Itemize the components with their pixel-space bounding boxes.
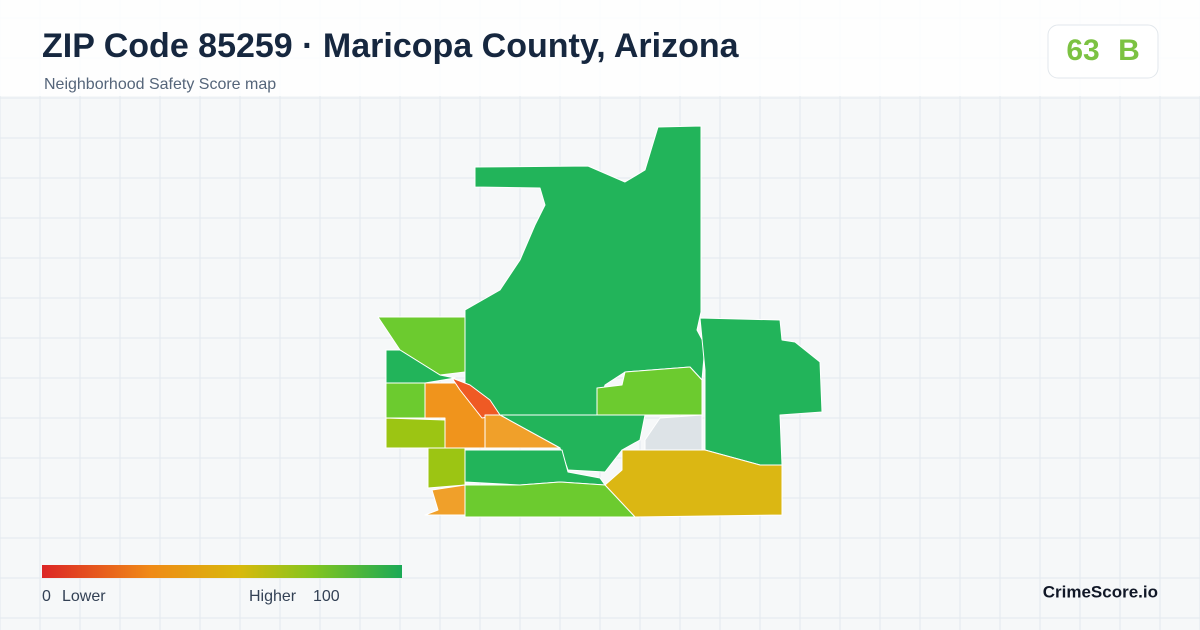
legend-scale	[42, 565, 402, 578]
region	[385, 417, 446, 449]
score-badge	[1047, 24, 1159, 79]
region	[427, 447, 466, 489]
score-value: 63	[1066, 34, 1099, 67]
header-band	[0, 0, 1200, 96]
subtitle: Neighborhood Safety Score map	[44, 76, 276, 93]
region	[604, 449, 783, 518]
region	[464, 481, 636, 518]
legend-max-label: Higher	[249, 588, 297, 605]
score-grade: B	[1118, 34, 1140, 67]
zip-map	[377, 125, 823, 518]
legend-min-label: Lower	[62, 588, 106, 605]
region	[699, 317, 823, 466]
brand: CrimeScore.io	[1043, 582, 1158, 601]
title: ZIP Code 85259 · Maricopa County, Arizon…	[42, 27, 740, 65]
region	[385, 382, 426, 419]
region	[377, 316, 466, 376]
region	[484, 414, 561, 449]
legend-max: 100	[313, 588, 340, 605]
region	[644, 414, 703, 451]
legend-min: 0	[42, 588, 51, 605]
region	[424, 484, 466, 516]
region	[464, 125, 706, 416]
